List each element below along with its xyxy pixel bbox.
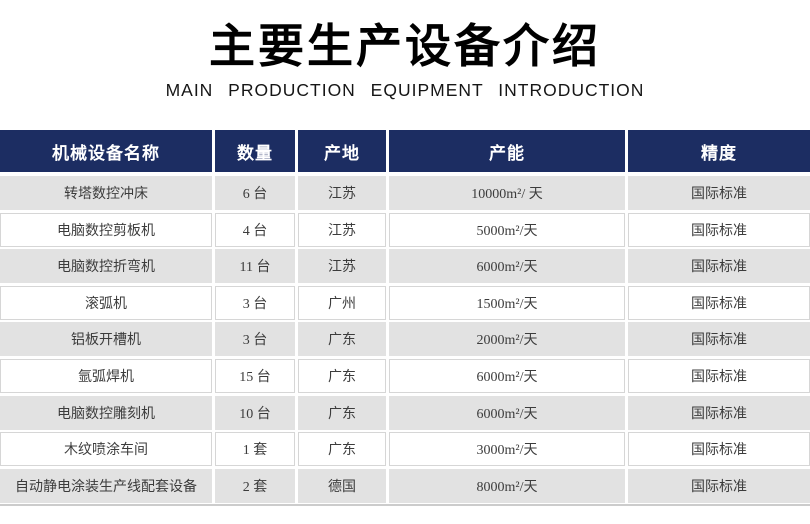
cell-origin: 江苏 xyxy=(298,249,386,284)
cell-equipment-name: 电脑数控折弯机 xyxy=(0,249,212,284)
cell-capacity: 2000m²/天 xyxy=(389,322,625,357)
column-header-capacity: 产能 xyxy=(389,130,625,172)
page-title: 主要生产设备介绍 xyxy=(209,19,601,73)
cell-precision: 国际标准 xyxy=(628,322,810,357)
cell-quantity: 6 台 xyxy=(215,176,295,210)
table-header-row: 机械设备名称 数量 产地 产能 精度 xyxy=(0,130,810,172)
cell-precision: 国际标准 xyxy=(628,432,810,467)
cell-equipment-name: 电脑数控剪板机 xyxy=(0,212,212,247)
column-header-origin: 产地 xyxy=(298,130,386,172)
cell-equipment-name: 滚弧机 xyxy=(0,285,212,320)
cell-origin: 德国 xyxy=(298,468,386,503)
cell-capacity: 6000m²/天 xyxy=(389,395,625,430)
cell-capacity: 1500m²/天 xyxy=(389,285,625,320)
cell-equipment-name: 转塔数控冲床 xyxy=(0,176,212,210)
cell-capacity: 6000m²/天 xyxy=(389,249,625,284)
column-header-precision: 精度 xyxy=(628,130,810,172)
cell-precision: 国际标准 xyxy=(628,468,810,503)
cell-precision: 国际标准 xyxy=(628,212,810,247)
cell-quantity: 11 台 xyxy=(215,249,295,284)
cell-precision: 国际标准 xyxy=(628,395,810,430)
cell-capacity: 5000m²/天 xyxy=(389,212,625,247)
cell-origin: 广州 xyxy=(298,285,386,320)
cell-capacity: 6000m²/天 xyxy=(389,358,625,393)
cell-capacity: 10000m²/ 天 xyxy=(389,176,625,210)
cell-quantity: 2 套 xyxy=(215,468,295,503)
equipment-table: 机械设备名称 数量 产地 产能 精度 转塔数控冲床 6 台 江苏 10000m²… xyxy=(0,130,810,506)
cell-equipment-name: 电脑数控雕刻机 xyxy=(0,395,212,430)
cell-equipment-name: 铝板开槽机 xyxy=(0,322,212,357)
cell-origin: 广东 xyxy=(298,432,386,467)
title-block: 主要生产设备介绍 MAIN PRODUCTION EQUIPMENT INTRO… xyxy=(0,0,810,101)
cell-origin: 江苏 xyxy=(298,176,386,210)
cell-equipment-name: 氩弧焊机 xyxy=(0,358,212,393)
cell-precision: 国际标准 xyxy=(628,285,810,320)
cell-equipment-name: 自动静电涂装生产线配套设备 xyxy=(0,468,212,503)
cell-quantity: 1 套 xyxy=(215,432,295,467)
cell-quantity: 4 台 xyxy=(215,212,295,247)
column-header-equipment-name: 机械设备名称 xyxy=(0,130,212,172)
cell-equipment-name: 木纹喷涂车间 xyxy=(0,432,212,467)
cell-origin: 广东 xyxy=(298,395,386,430)
cell-origin: 广东 xyxy=(298,358,386,393)
cell-capacity: 3000m²/天 xyxy=(389,432,625,467)
column-header-quantity: 数量 xyxy=(215,130,295,172)
cell-capacity: 8000m²/天 xyxy=(389,468,625,503)
cell-precision: 国际标准 xyxy=(628,176,810,210)
cell-origin: 广东 xyxy=(298,322,386,357)
table-body: 转塔数控冲床 6 台 江苏 10000m²/ 天 国际标准 电脑数控剪板机 4 … xyxy=(0,176,810,506)
cell-quantity: 3 台 xyxy=(215,322,295,357)
cell-origin: 江苏 xyxy=(298,212,386,247)
cell-quantity: 3 台 xyxy=(215,285,295,320)
cell-quantity: 15 台 xyxy=(215,358,295,393)
page-subtitle: MAIN PRODUCTION EQUIPMENT INTRODUCTION xyxy=(165,80,645,100)
cell-precision: 国际标准 xyxy=(628,249,810,284)
cell-quantity: 10 台 xyxy=(215,395,295,430)
cell-precision: 国际标准 xyxy=(628,358,810,393)
